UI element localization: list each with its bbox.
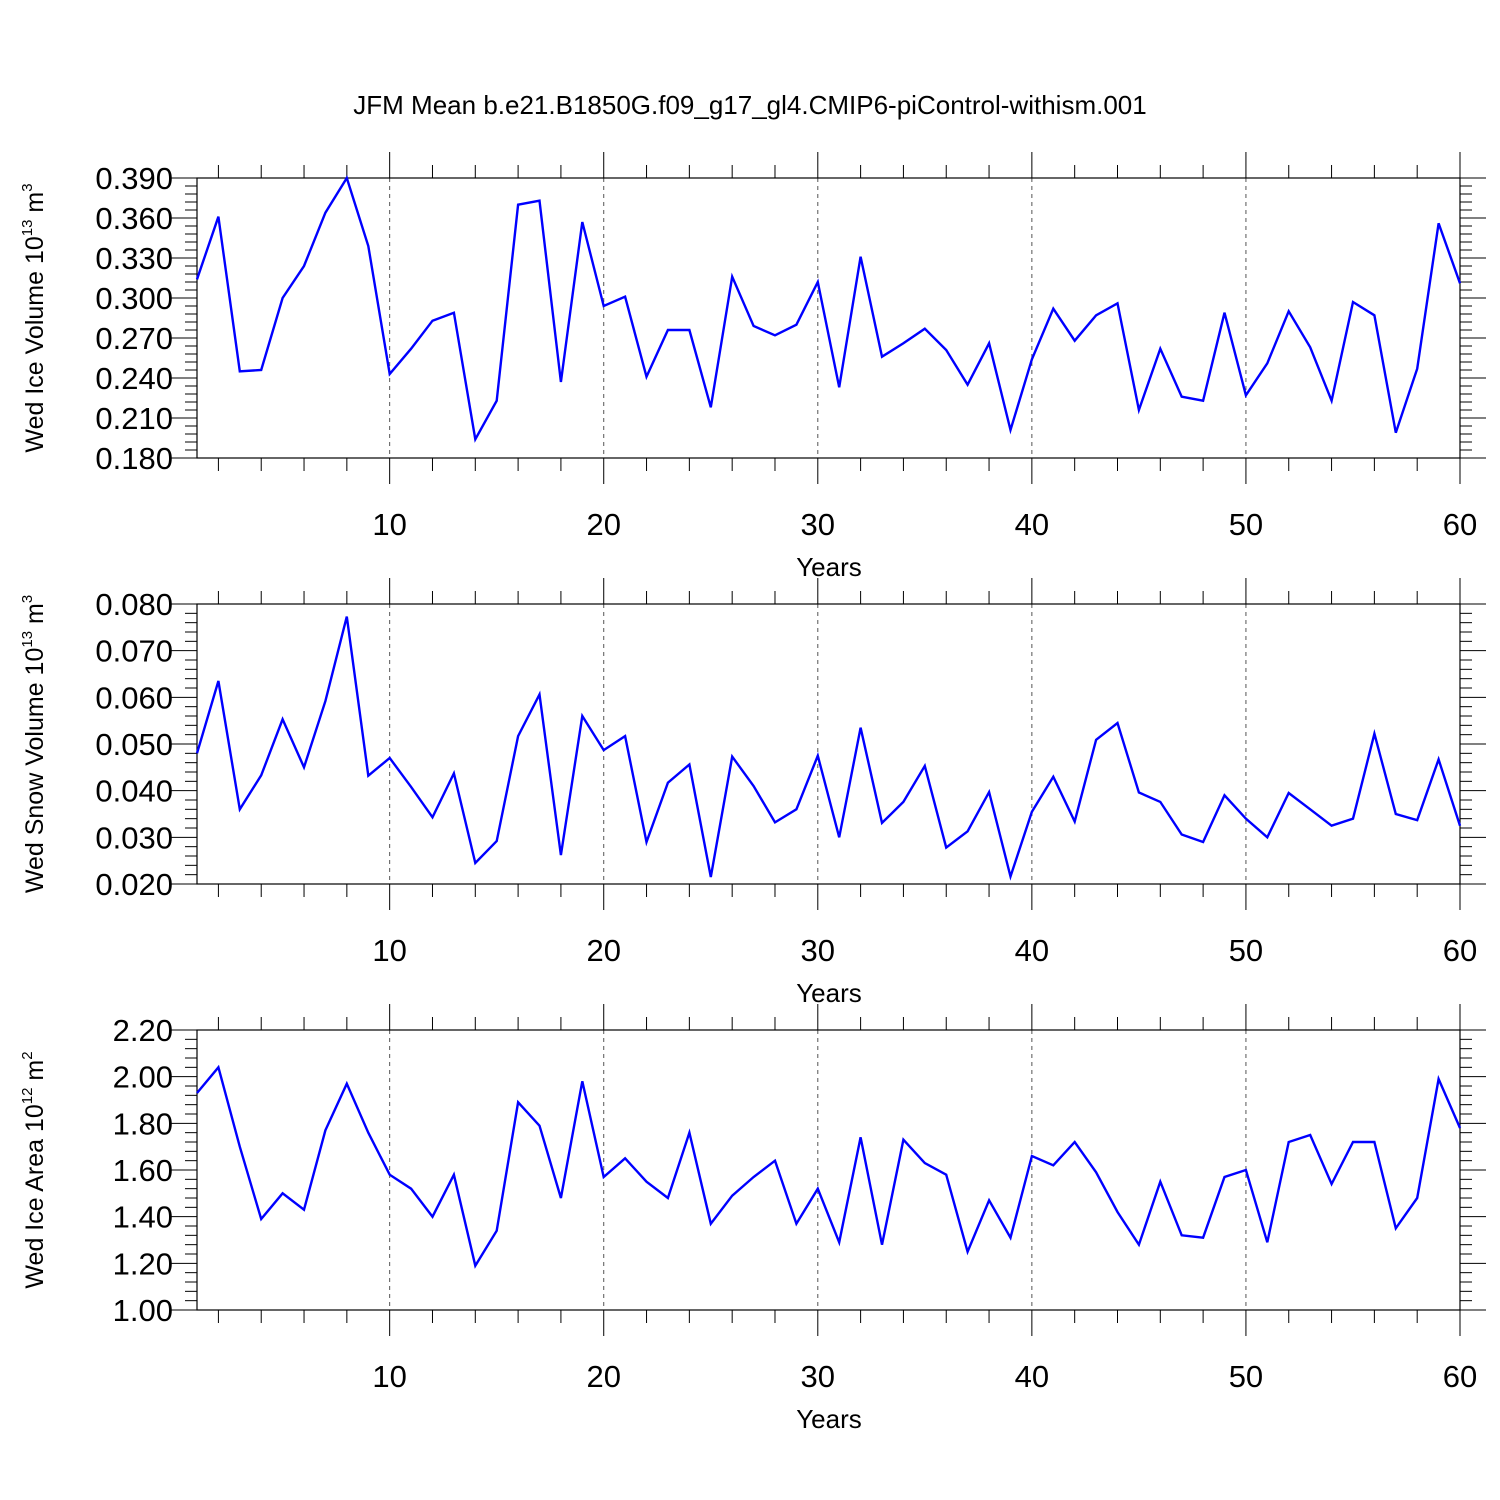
y-tick-label: 0.020	[95, 867, 173, 902]
x-tick-label: 20	[586, 1359, 620, 1394]
y-axis-label-superscript: 13	[19, 631, 36, 648]
y-axis-label-superscript: 12	[19, 1088, 36, 1105]
x-tick-label: 40	[1015, 507, 1049, 542]
y-axis-label-superscript: 2	[19, 1051, 36, 1059]
y-tick-label: 0.030	[95, 820, 173, 855]
series-line	[196, 1064, 1462, 1269]
y-tick-label: 0.060	[95, 680, 173, 715]
y-tick-label: 0.300	[95, 281, 173, 316]
y-axis-label-superscript: 3	[19, 183, 36, 191]
y-axis-label-text: Wed Ice Area 10	[21, 1104, 49, 1288]
x-axis-label: Years	[796, 1404, 862, 1434]
y-tick-label: 1.20	[113, 1246, 173, 1281]
y-tick-label: 0.080	[95, 587, 173, 622]
x-tick-label: 60	[1443, 507, 1477, 542]
y-tick-label: 0.070	[95, 634, 173, 669]
y-tick-label: 0.240	[95, 361, 173, 396]
y-tick-label: 1.00	[113, 1293, 173, 1328]
x-tick-label: 40	[1015, 1359, 1049, 1394]
plot-frame	[196, 177, 1461, 459]
x-tick-label: 30	[801, 507, 835, 542]
y-tick-label: 0.050	[95, 727, 173, 762]
y-tick-label: 0.180	[95, 441, 173, 476]
x-tick-label: 40	[1015, 933, 1049, 968]
y-axis-label-superscript: 13	[19, 220, 36, 237]
x-tick-label: 10	[372, 933, 406, 968]
x-tick-label: 30	[801, 1359, 835, 1394]
y-tick-label: 2.00	[113, 1060, 173, 1095]
y-tick-label: 1.80	[113, 1106, 173, 1141]
y-axis-label-text: Wed Ice Volume 10	[21, 236, 49, 452]
y-tick-label: 0.040	[95, 774, 173, 809]
plot-frame	[196, 603, 1461, 885]
y-axis-label-text: m	[21, 1060, 49, 1088]
x-tick-label: 20	[586, 933, 620, 968]
y-axis-label-text: Wed Snow Volume 10	[21, 648, 49, 894]
y-tick-label: 1.40	[113, 1200, 173, 1235]
panel-1: 0.180 0.210 0.240 0.270 0.300 0.330 0.360 0.390…	[19, 152, 1486, 582]
y-tick-label: 0.270	[95, 321, 173, 356]
y-axis-label: Wed Ice Area 1012 m2	[19, 1051, 49, 1288]
x-tick-label: 20	[586, 507, 620, 542]
y-axis-label: Wed Ice Volume 1013 m3	[19, 183, 49, 452]
panel-3: 1.00 1.20 1.40 1.60 1.80 2.00 2.20 10 20 30 40 50 60…	[19, 1004, 1486, 1434]
x-tick-label: 60	[1443, 1359, 1477, 1394]
x-axis-label: Years	[796, 978, 862, 1008]
x-axis-label: Years	[796, 552, 862, 582]
x-tick-label: 50	[1229, 507, 1263, 542]
x-tick-label: 30	[801, 933, 835, 968]
y-axis-label-text: m	[21, 603, 49, 631]
y-tick-label: 0.210	[95, 401, 173, 436]
y-tick-label: 1.60	[113, 1153, 173, 1188]
x-tick-label: 10	[372, 507, 406, 542]
x-tick-label: 60	[1443, 933, 1477, 968]
y-axis-label-text: m	[21, 192, 49, 220]
panel-2: 0.020 0.030 0.040 0.050 0.060 0.070 0.080 10 20 3…	[19, 578, 1486, 1008]
y-axis-label-superscript: 3	[19, 595, 36, 603]
y-tick-label: 0.360	[95, 201, 173, 236]
chart-title: JFM Mean b.e21.B1850G.f09_g17_gl4.CMIP6-…	[353, 90, 1146, 120]
y-tick-label: 0.330	[95, 241, 173, 276]
x-tick-label: 10	[372, 1359, 406, 1394]
y-tick-label: 0.390	[95, 161, 173, 196]
series-line	[195, 175, 1462, 443]
x-tick-label: 50	[1229, 1359, 1263, 1394]
y-axis-label: Wed Snow Volume 1013 m3	[19, 595, 49, 893]
x-tick-label: 50	[1229, 933, 1263, 968]
series-line	[195, 616, 1462, 881]
y-tick-label: 2.20	[113, 1013, 173, 1048]
